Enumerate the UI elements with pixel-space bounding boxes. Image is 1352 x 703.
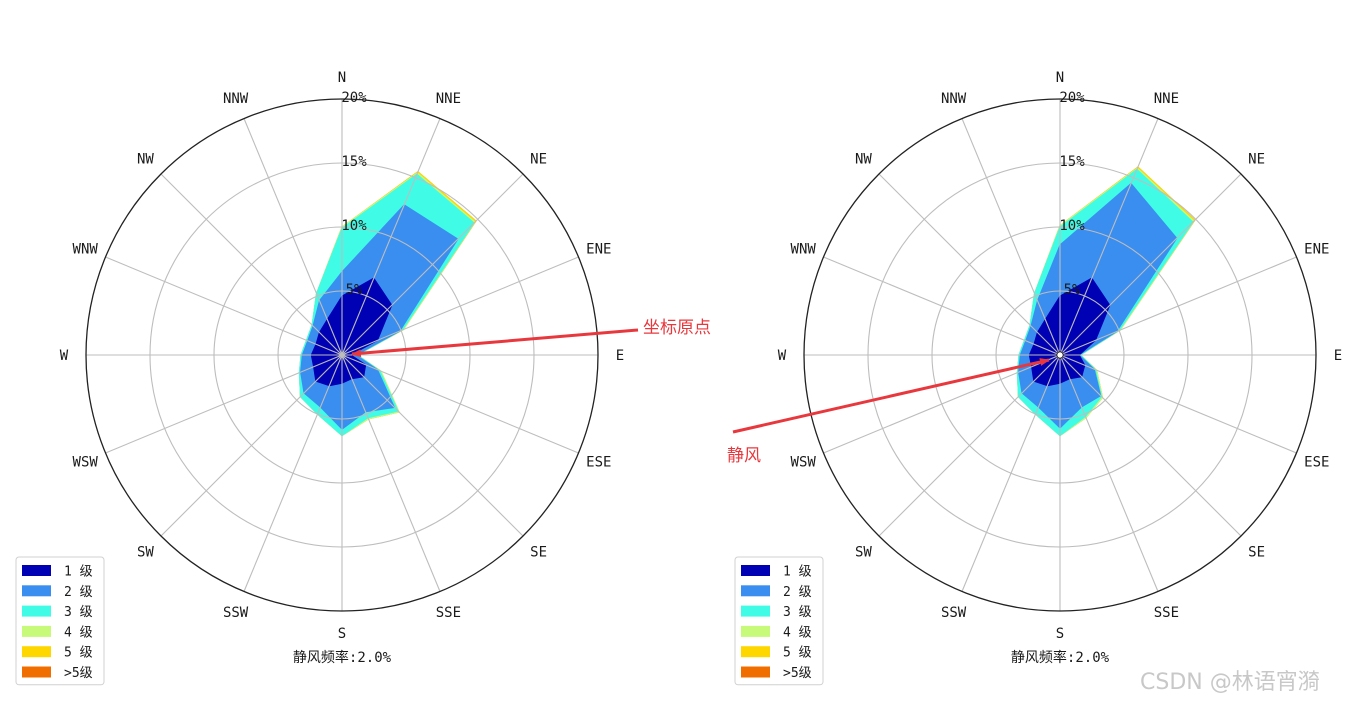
calm-frequency-label: 静风频率:2.0%	[293, 649, 392, 666]
radial-tick-label: 15%	[1059, 154, 1085, 170]
direction-label-e: E	[616, 348, 624, 364]
legend-label-level-1: 1 级	[64, 565, 93, 580]
legend-label-level-4: 4 级	[783, 625, 812, 640]
direction-label-nw: NW	[855, 151, 872, 167]
direction-label-se: SE	[1248, 545, 1265, 561]
direction-label-nne: NNE	[1154, 91, 1179, 107]
direction-label-ssw: SSW	[941, 605, 967, 621]
direction-label-n: N	[338, 70, 346, 86]
annotation-origin-arrow	[351, 328, 639, 358]
legend-label-level-2: 2 级	[64, 585, 93, 600]
legend-label-level-6: >5级	[64, 666, 93, 681]
grid-ring	[213, 226, 471, 484]
calm-circle	[1056, 351, 1064, 359]
legend-label-level-1: 1 级	[783, 565, 812, 580]
watermark: CSDN @林语宵漪	[1140, 670, 1320, 695]
calm-frequency-label: 静风频率:2.0%	[1011, 649, 1110, 666]
radial-tick-label: 10%	[341, 218, 367, 234]
radial-tick-label: 15%	[341, 154, 367, 170]
annotation-origin-label: 坐标原点	[643, 318, 711, 338]
polar-outer-ring	[85, 98, 599, 612]
wind-rose-right: 5% 10% 15% 20% N NNE NE ENE E ESE SE SSE S SSW SW WSW W W…	[734, 70, 1342, 686]
direction-label-wsw: WSW	[73, 454, 99, 470]
direction-label-ese: ESE	[1304, 454, 1329, 470]
direction-label-n: N	[1056, 70, 1064, 86]
legend-swatch-level-1	[741, 565, 770, 576]
polar-outer-ring	[803, 98, 1317, 612]
radial-tick-label: 20%	[341, 90, 367, 106]
direction-label-ne: NE	[1248, 151, 1265, 167]
legend-label-level-5: 5 级	[783, 646, 812, 661]
annotation-calm-arrow	[732, 358, 1050, 434]
legend-swatch-level-5	[741, 646, 770, 658]
legend-swatch-level-4	[741, 625, 770, 637]
direction-label-nnw: NNW	[223, 91, 249, 107]
legend-label-level-3: 3 级	[64, 605, 93, 620]
wind-rose-left: 5% 10% 15% 20% N NNE NE ENE E ESE SE SSE S SSW SW WSW W W…	[15, 70, 624, 686]
legend-swatch-level-3	[741, 605, 770, 617]
legend-swatch-level-5	[22, 646, 51, 658]
legend-swatch-level-1	[22, 565, 51, 576]
direction-label-w: W	[778, 348, 787, 364]
direction-label-e: E	[1334, 348, 1342, 364]
legend-label-level-3: 3 级	[783, 605, 812, 620]
direction-label-wnw: WNW	[73, 242, 99, 258]
legend-swatch-level-4	[22, 625, 51, 637]
legend-swatch-level-6	[22, 666, 51, 678]
direction-label-ne: NE	[530, 151, 547, 167]
radial-tick-label: 5%	[1064, 282, 1081, 298]
legend-swatch-level-2	[22, 585, 51, 597]
direction-label-sse: SSE	[436, 605, 461, 621]
direction-label-s: S	[338, 626, 346, 642]
grid-ring	[277, 290, 407, 420]
grid-ring	[867, 162, 1253, 548]
annotation-calm-label: 静风	[727, 446, 761, 466]
direction-label-wnw: WNW	[791, 242, 817, 258]
legend: 1 级 2 级 3 级 4 级 5 级 >5级	[734, 556, 824, 686]
direction-label-s: S	[1056, 626, 1064, 642]
direction-label-ssw: SSW	[223, 605, 249, 621]
legend-swatch-level-2	[741, 585, 770, 597]
radial-tick-label: 20%	[1059, 90, 1085, 106]
direction-label-ene: ENE	[1304, 242, 1329, 258]
direction-label-se: SE	[530, 545, 547, 561]
legend-label-level-5: 5 级	[64, 646, 93, 661]
direction-label-wsw: WSW	[791, 454, 817, 470]
legend-swatch-level-6	[741, 666, 770, 678]
direction-label-sse: SSE	[1154, 605, 1179, 621]
annotation-calm: 静风	[727, 358, 1050, 466]
direction-label-nnw: NNW	[941, 91, 967, 107]
grid-ring	[149, 162, 535, 548]
direction-label-ese: ESE	[586, 454, 611, 470]
direction-label-ene: ENE	[586, 242, 611, 258]
annotation-origin: 坐标原点	[351, 318, 711, 358]
legend-swatch-level-3	[22, 605, 51, 617]
direction-label-sw: SW	[855, 545, 872, 561]
legend-label-level-4: 4 级	[64, 625, 93, 640]
direction-label-nne: NNE	[436, 91, 461, 107]
direction-label-w: W	[60, 348, 69, 364]
direction-label-sw: SW	[137, 545, 154, 561]
radial-tick-label: 5%	[346, 282, 363, 298]
legend-label-level-6: >5级	[783, 666, 812, 681]
radial-tick-label: 10%	[1059, 218, 1085, 234]
direction-label-nw: NW	[137, 151, 154, 167]
legend-label-level-2: 2 级	[783, 585, 812, 600]
grid-ring	[995, 290, 1125, 420]
grid-ring	[931, 226, 1189, 484]
legend: 1 级 2 级 3 级 4 级 5 级 >5级	[15, 556, 105, 686]
